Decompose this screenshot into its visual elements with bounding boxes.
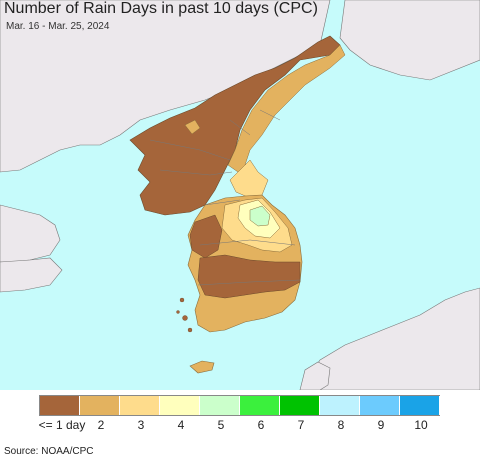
legend-swatch (280, 396, 320, 415)
legend-swatch (120, 396, 160, 415)
south-korea-dry-west (189, 214, 223, 259)
map-svg (0, 0, 480, 391)
legend-swatch (80, 396, 120, 415)
legend-label: 2 (97, 418, 105, 432)
legend-label: 5 (217, 418, 225, 432)
map-title: Number of Rain Days in past 10 days (CPC… (4, 0, 318, 17)
jeju-island (189, 360, 215, 374)
sw-islands (176, 297, 193, 333)
legend-swatch (240, 396, 280, 415)
north-korea-2day-spot (184, 119, 201, 135)
legend: <= 1 day 2 3 4 5 6 7 8 9 10 (0, 390, 480, 440)
shandong-peninsula (0, 257, 63, 293)
rain-days-map (0, 0, 480, 391)
russia-landmass (339, 0, 480, 81)
legend-swatch (200, 396, 240, 415)
south-korea-5day (249, 205, 271, 227)
source-credit: Source: NOAA/CPC (4, 446, 94, 457)
date-range: Mar. 16 - Mar. 25, 2024 (6, 21, 110, 32)
legend-label: 9 (377, 418, 385, 432)
legend-label: 3 (137, 418, 145, 432)
legend-swatch (160, 396, 200, 415)
legend-label: 8 (337, 418, 345, 432)
legend-label: 4 (177, 418, 185, 432)
north-korea-dry (129, 35, 341, 216)
legend-label: 6 (257, 418, 265, 432)
legend-swatch (40, 396, 80, 415)
legend-swatch (320, 396, 360, 415)
legend-label: 10 (414, 418, 428, 432)
province-lines (149, 109, 301, 286)
legend-swatch (400, 396, 440, 415)
japan-landmass (299, 287, 480, 391)
legend-swatch (360, 396, 400, 415)
south-korea-dry-south (197, 254, 301, 299)
legend-label: <= 1 day (38, 418, 86, 432)
legend-label: 7 (297, 418, 305, 432)
